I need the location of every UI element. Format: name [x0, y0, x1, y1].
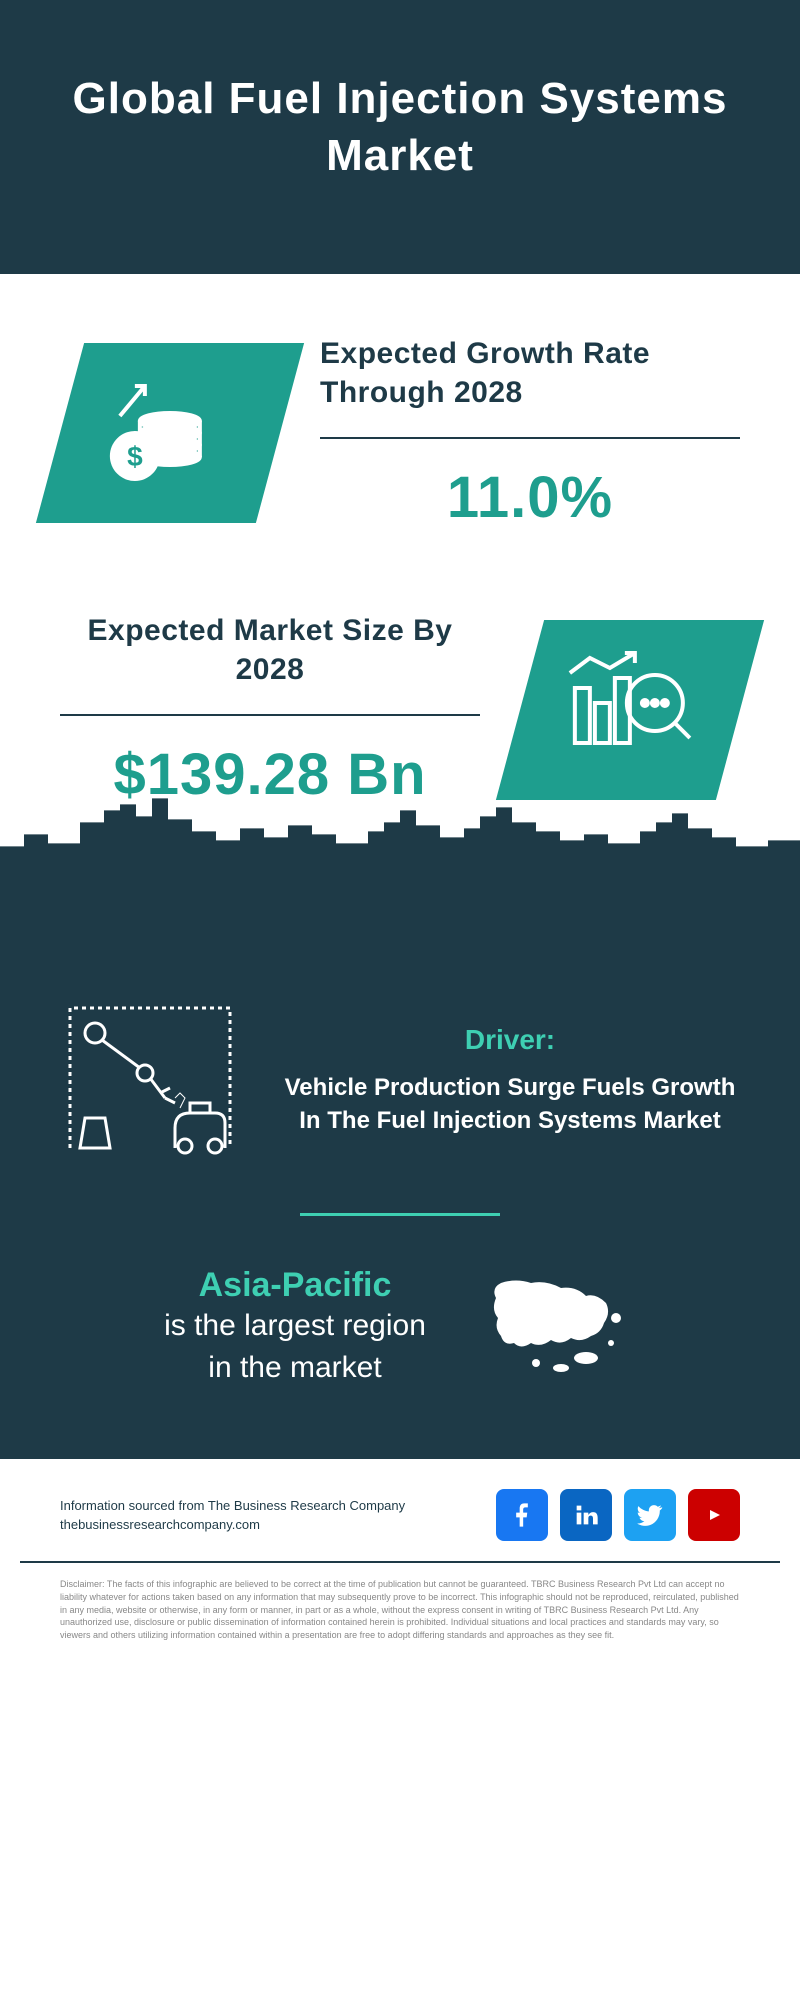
- page-title: Global Fuel Injection Systems Market: [40, 70, 760, 184]
- market-icon-shape: [496, 620, 764, 800]
- header: Global Fuel Injection Systems Market: [0, 0, 800, 274]
- driver-label: Driver:: [280, 1024, 740, 1056]
- region-line1: is the largest region: [164, 1305, 426, 1347]
- chart-analysis-icon: [560, 647, 700, 772]
- driver-text-block: Driver: Vehicle Production Surge Fuels G…: [280, 1024, 740, 1138]
- footer-text: Information sourced from The Business Re…: [60, 1496, 405, 1535]
- skyline-graphic: [0, 858, 800, 998]
- youtube-icon[interactable]: [688, 1489, 740, 1541]
- growth-value: 11.0%: [320, 464, 740, 531]
- region-row: Asia-Pacific is the largest region in th…: [60, 1266, 740, 1389]
- region-text-block: Asia-Pacific is the largest region in th…: [164, 1266, 426, 1389]
- driver-row: Driver: Vehicle Production Surge Fuels G…: [60, 998, 740, 1213]
- divider: [320, 437, 740, 439]
- region-highlight: Asia-Pacific: [164, 1266, 426, 1305]
- disclaimer-text: Disclaimer: The facts of this infographi…: [60, 1578, 740, 1641]
- market-size-value: $139.28 Bn: [60, 741, 480, 808]
- divider: [60, 714, 480, 716]
- svg-text:$: $: [127, 440, 143, 471]
- growth-stat: Expected Growth Rate Through 2028 11.0%: [320, 334, 740, 531]
- market-size-stat: Expected Market Size By 2028 $139.28 Bn: [60, 611, 480, 808]
- asia-map-icon: [476, 1268, 636, 1388]
- growth-label: Expected Growth Rate Through 2028: [320, 334, 740, 412]
- teal-divider: [300, 1213, 500, 1216]
- footer-line1: Information sourced from The Business Re…: [60, 1496, 405, 1516]
- social-icons: [496, 1489, 740, 1541]
- linkedin-icon[interactable]: [560, 1489, 612, 1541]
- growth-section: $ Expected Growth Rate Through 2028 11.0…: [0, 274, 800, 571]
- twitter-icon[interactable]: [624, 1489, 676, 1541]
- footer: Information sourced from The Business Re…: [0, 1459, 800, 1561]
- driver-description: Vehicle Production Surge Fuels Growth In…: [280, 1071, 740, 1138]
- growth-icon-shape: $: [36, 343, 304, 523]
- disclaimer-section: Disclaimer: The facts of this infographi…: [20, 1561, 780, 1671]
- footer-line2: thebusinessresearchcompany.com: [60, 1515, 405, 1535]
- dark-section: Driver: Vehicle Production Surge Fuels G…: [0, 998, 800, 1459]
- facebook-icon[interactable]: [496, 1489, 548, 1541]
- money-growth-icon: $: [100, 370, 240, 495]
- region-line2: in the market: [164, 1347, 426, 1389]
- robot-arm-icon: [60, 998, 240, 1163]
- market-size-label: Expected Market Size By 2028: [60, 611, 480, 689]
